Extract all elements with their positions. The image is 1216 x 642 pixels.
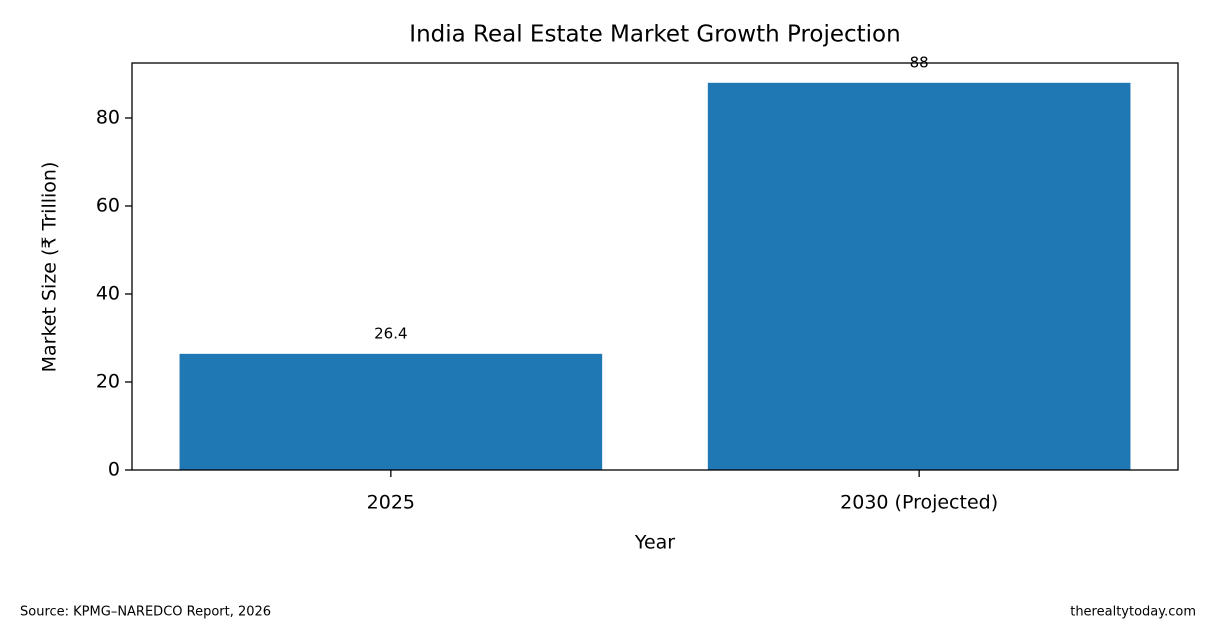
source-note: Source: KPMG–NAREDCO Report, 2026	[20, 605, 271, 620]
credit-note: therealtytoday.com	[1070, 605, 1196, 620]
value-label: 88	[910, 53, 929, 71]
y-tick-label: 40	[96, 283, 120, 305]
y-tick-label: 80	[96, 107, 120, 129]
y-tick-label: 20	[96, 371, 120, 393]
plot-frame	[131, 62, 1179, 471]
bar	[707, 82, 1131, 471]
x-tick-label: 2030 (Projected)	[840, 492, 998, 514]
y-tick-label: 60	[96, 195, 120, 217]
chart-title: India Real Estate Market Growth Projecti…	[409, 22, 900, 48]
x-axis-label: Year	[634, 532, 675, 554]
x-tick-label: 2025	[367, 492, 415, 514]
y-tick-label: 0	[108, 459, 120, 481]
bar	[179, 353, 603, 470]
y-axis-label: Market Size (₹ Trillion)	[39, 162, 61, 373]
value-label: 26.4	[374, 324, 407, 342]
